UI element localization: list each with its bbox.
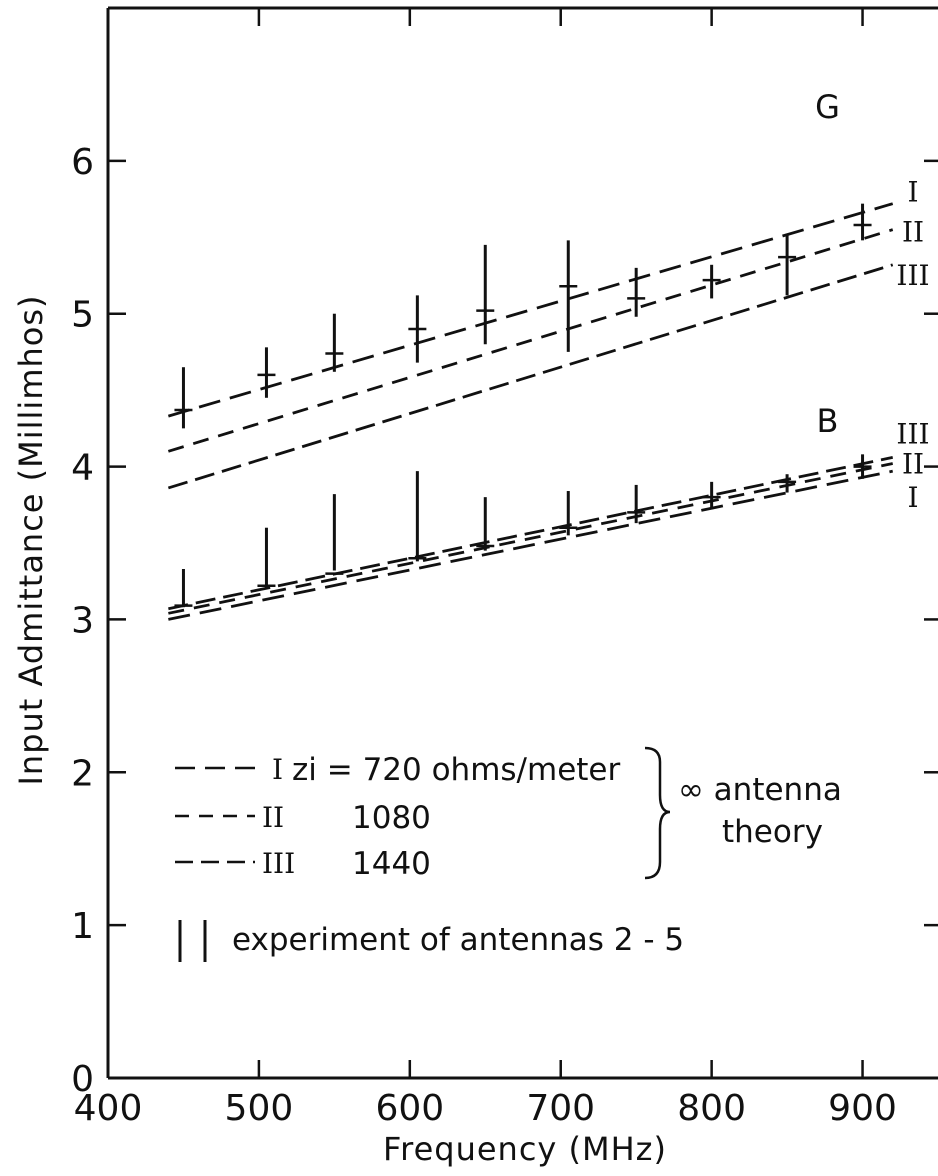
axes-frame [106,6,938,1080]
y-tick-label-4: 4 [71,448,94,489]
theory-curves [167,202,894,621]
curve-g-i [167,202,894,418]
legend: I zi = 720 ohms/meter II 1080 III 1440 ∞… [175,746,842,962]
panel-label-b: B [817,402,840,440]
legend-tag-iii: III [262,847,295,880]
legend-text-i: zi = 720 ohms/meter [292,752,620,788]
tag-g-i: I [907,176,918,209]
curve-g-iii [167,263,894,490]
x-tick-label-900: 900 [828,1088,897,1129]
legend-text-ii: 1080 [352,800,431,836]
legend-text-iii: 1440 [352,846,431,882]
y-axis-title: Input Admittance (Millimhos) [12,294,50,785]
tag-b-iii: III [896,417,929,450]
legend-experiment-text: experiment of antennas 2 - 5 [232,922,684,958]
x-tick-label-700: 700 [526,1088,595,1129]
tag-g-iii: III [896,259,929,292]
y-tick-label-2: 2 [71,753,94,794]
y-tick-label-6: 6 [71,142,94,183]
x-axis-title: Frequency (MHz) [383,1130,667,1168]
tag-b-ii: II [902,448,924,481]
legend-group-label-1: ∞ antenna [678,772,842,808]
tag-b-i: I [907,481,918,514]
legend-group-label-2: theory [722,814,823,850]
curve-b-i [168,469,894,621]
x-tick-label-800: 800 [677,1088,746,1129]
panel-label-g: G [815,88,841,126]
y-tick-label-0: 0 [71,1059,94,1100]
x-tick-label-500: 500 [225,1088,294,1129]
legend-tag-ii: II [262,801,284,834]
y-tick-label-5: 5 [71,295,94,336]
curve-b-ii [168,462,894,615]
y-tick-label-1: 1 [71,906,94,947]
legend-brace [644,746,671,880]
x-tick-label-600: 600 [375,1088,444,1129]
curve-g-ii [167,228,894,453]
x-tick-label-400: 400 [74,1088,143,1129]
axis-ticks: 400 500 600 700 800 900 0 1 2 3 4 5 6 [71,8,938,1129]
curve-b-iii [168,456,894,611]
y-tick-label-3: 3 [71,600,94,641]
tag-g-ii: II [902,216,924,249]
experiment-bars [174,203,872,608]
legend-tag-i: I [272,753,283,786]
